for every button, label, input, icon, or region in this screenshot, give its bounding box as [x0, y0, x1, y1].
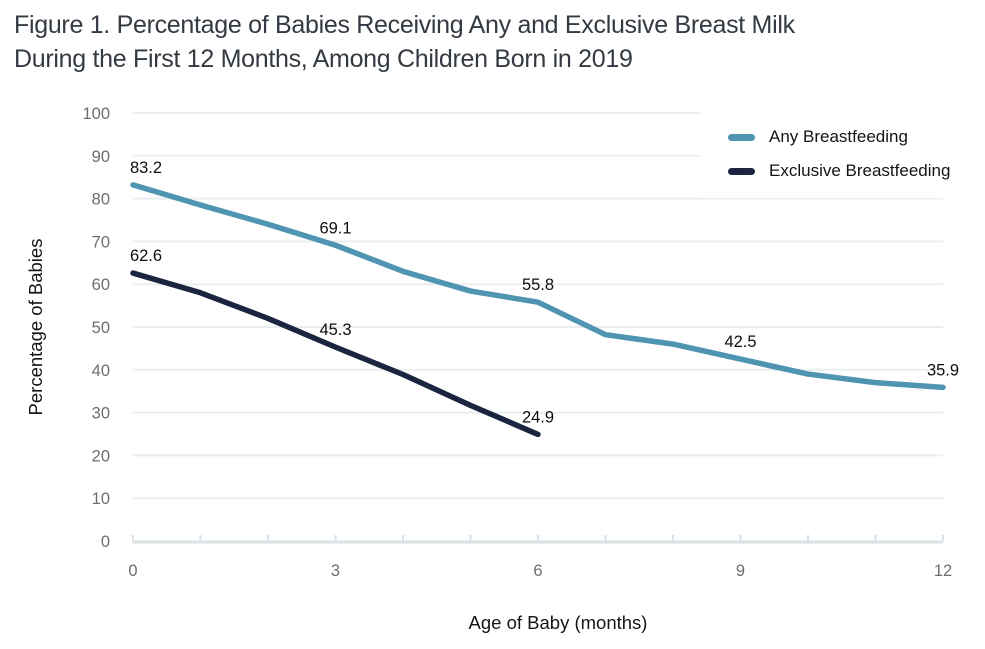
x-tick-label-0: 0 [128, 562, 137, 580]
figure-title-line-2: During the First 12 Months, Among Childr… [14, 45, 633, 73]
x-tick-label-6: 6 [533, 562, 542, 580]
legend-item-any-breastfeeding: Any Breastfeeding [728, 127, 908, 146]
y-tick-label-30: 30 [92, 405, 110, 423]
y-tick-label-90: 90 [92, 148, 110, 166]
y-tick-label-100: 100 [82, 105, 110, 123]
legend-swatch-exclusive-breastfeeding [728, 167, 755, 175]
exclusive-breastfeeding-line [130, 270, 541, 438]
any-breastfeeding-label-month-6: 55.8 [522, 276, 554, 294]
y-tick-label-0: 0 [101, 533, 110, 551]
figure-title: Figure 1. Percentage of Babies Receiving… [14, 8, 795, 76]
y-tick-label-50: 50 [92, 319, 110, 337]
legend-label-exclusive-breastfeeding: Exclusive Breastfeeding [769, 161, 951, 180]
any-breastfeeding-label-month-12: 35.9 [927, 361, 959, 379]
any-breastfeeding-label-month-0: 83.2 [130, 159, 162, 177]
figure-title-line-1: Figure 1. Percentage of Babies Receiving… [14, 11, 795, 39]
y-tick-label-70: 70 [92, 233, 110, 251]
y-axis-title: Percentage of Babies [25, 238, 46, 416]
y-tick-label-80: 80 [92, 191, 110, 209]
y-tick-label-20: 20 [92, 447, 110, 465]
y-tick-label-60: 60 [92, 276, 110, 294]
x-tick-label-9: 9 [736, 562, 745, 580]
exclusive-breastfeeding-label-month-3: 45.3 [319, 321, 351, 339]
legend-swatch-any-breastfeeding [728, 133, 755, 141]
any-breastfeeding-label-month-3: 69.1 [319, 219, 351, 237]
x-axis-title: Age of Baby (months) [468, 612, 648, 633]
y-tick-label-10: 10 [92, 490, 110, 508]
legend: Any Breastfeeding Exclusive Breastfeedin… [700, 106, 985, 198]
x-tick-label-3: 3 [331, 562, 340, 580]
y-tick-label-40: 40 [92, 362, 110, 380]
any-breastfeeding-line [130, 182, 946, 391]
exclusive-breastfeeding-label-month-0: 62.6 [130, 247, 162, 265]
legend-item-exclusive-breastfeeding: Exclusive Breastfeeding [728, 161, 951, 180]
x-tick-label-12: 12 [934, 562, 952, 580]
legend-label-any-breastfeeding: Any Breastfeeding [769, 127, 908, 146]
any-breastfeeding-label-month-9: 42.5 [724, 333, 756, 351]
exclusive-breastfeeding-label-month-6: 24.9 [522, 408, 554, 426]
